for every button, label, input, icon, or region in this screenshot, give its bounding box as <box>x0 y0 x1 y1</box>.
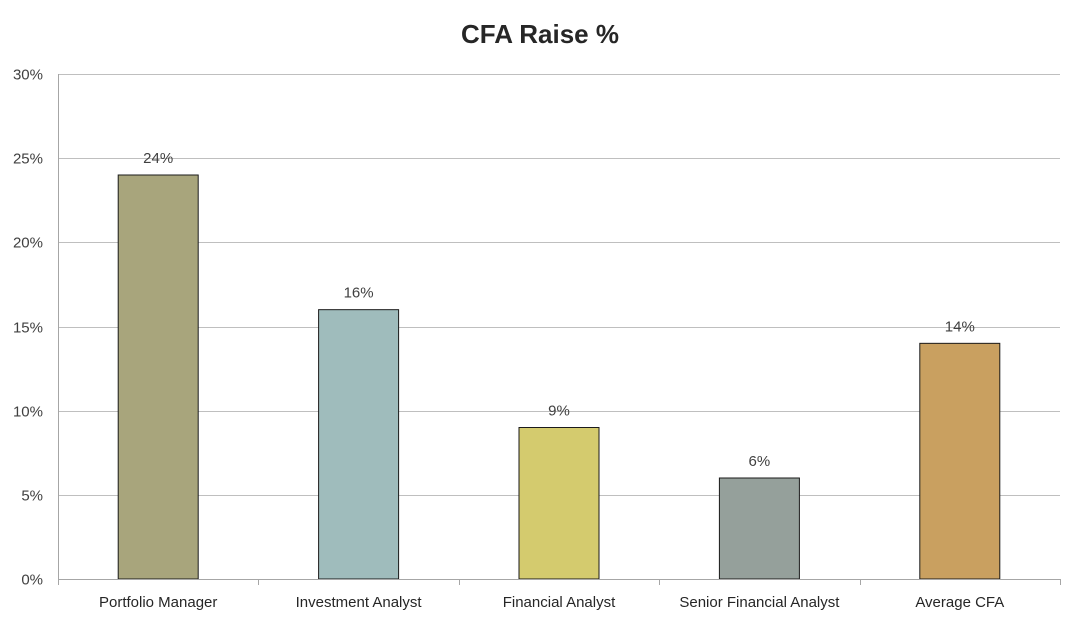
x-category-label: Average CFA <box>915 594 1004 611</box>
data-label: 14% <box>945 318 975 335</box>
data-label: 24% <box>143 150 173 167</box>
bar-investment-analyst <box>318 309 400 580</box>
x-category-label: Portfolio Manager <box>99 594 217 611</box>
bar-senior-financial-analyst <box>718 477 800 580</box>
y-tick-label: 10% <box>13 404 43 421</box>
data-label: 16% <box>344 285 374 302</box>
chart-title: CFA Raise % <box>461 19 619 49</box>
y-tick-label: 0% <box>21 572 43 589</box>
category-labels: Portfolio Manager Investment Analyst Finan… <box>99 594 1004 611</box>
data-label: 9% <box>548 403 570 420</box>
y-axis-ticks: 0% 5% 10% 15% 20% 25% 30% <box>13 67 43 589</box>
y-tick-label: 5% <box>21 488 43 505</box>
y-tick-label: 15% <box>13 320 43 337</box>
x-category-label: Financial Analyst <box>503 594 616 611</box>
gridlines <box>58 74 1060 496</box>
bar-financial-analyst <box>518 427 600 580</box>
y-tick-label: 20% <box>13 235 43 252</box>
bar-portfolio-manager <box>117 174 199 580</box>
data-label: 6% <box>749 453 771 470</box>
y-tick-label: 25% <box>13 151 43 168</box>
x-category-label: Investment Analyst <box>296 594 423 611</box>
bars <box>117 174 1001 580</box>
y-tick-label: 30% <box>13 67 43 84</box>
data-labels: 24% 16% 9% 6% 14% <box>143 150 975 470</box>
x-axis <box>58 74 1061 585</box>
x-category-label: Senior Financial Analyst <box>679 594 840 611</box>
bar-average-cfa <box>919 342 1001 580</box>
